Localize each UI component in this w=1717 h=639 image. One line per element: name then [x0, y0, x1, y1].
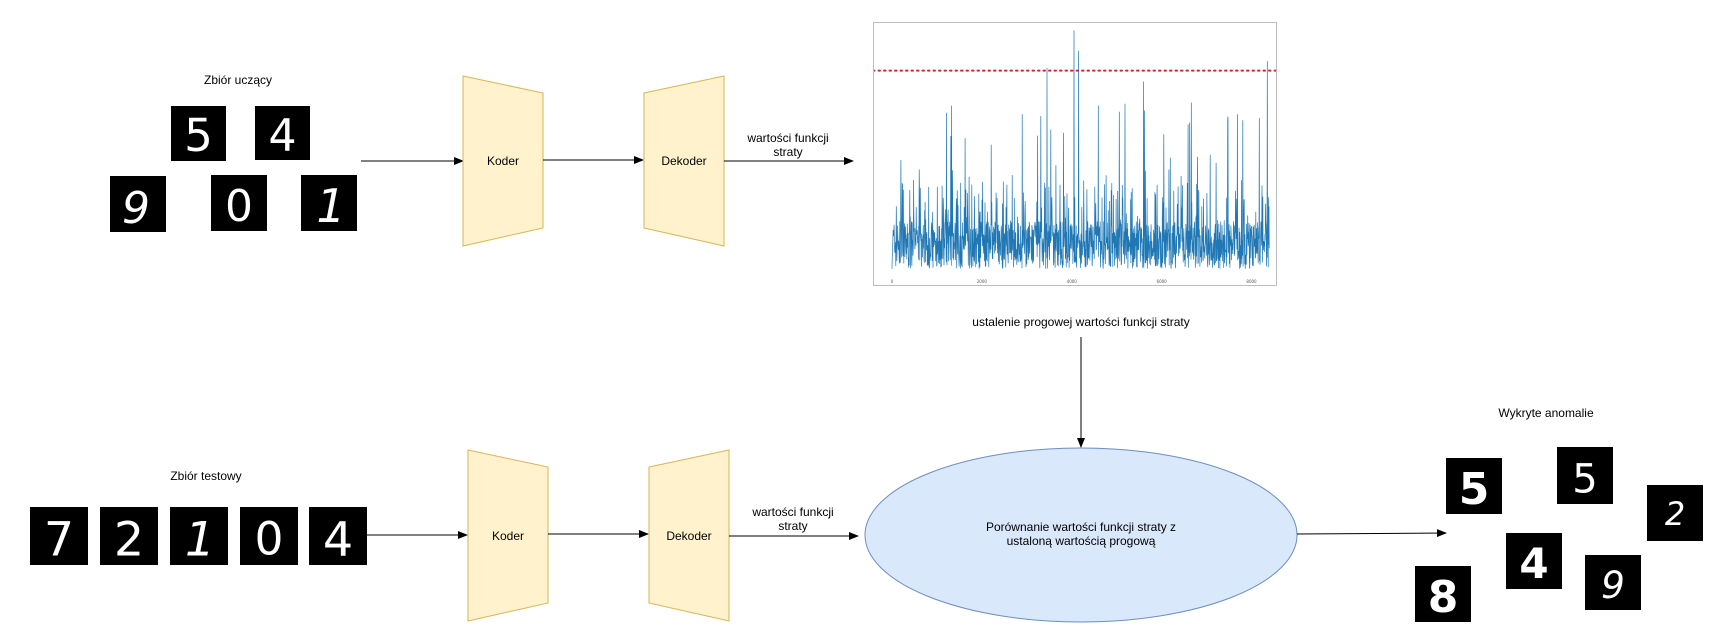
test-digit-image: 4: [309, 507, 367, 565]
anomalies-label: Wykryte anomalie: [1498, 406, 1594, 420]
test-digit-image: 0: [240, 507, 298, 565]
svg-text:5: 5: [184, 109, 213, 161]
encoder-label-top: Koder: [486, 154, 520, 168]
test-digit-image: 1: [170, 507, 228, 565]
train-digit-image: 0: [211, 175, 267, 231]
loss-series-line: [891, 30, 1270, 269]
svg-text:5: 5: [1459, 464, 1490, 514]
svg-text:1: 1: [185, 513, 215, 565]
x-tick-label: 8000: [1246, 279, 1257, 284]
svg-text:2: 2: [114, 513, 144, 565]
svg-text:0: 0: [255, 513, 284, 565]
x-tick-label: 2000: [977, 279, 988, 284]
test-digit-image: 2: [100, 507, 158, 565]
decoder-block-top: [643, 75, 725, 247]
svg-text:9: 9: [1601, 563, 1625, 607]
threshold-label: ustalenie progowej wartości funkcji stra…: [972, 315, 1190, 329]
comparison-label: Porównanie wartości funkcji straty z ust…: [985, 520, 1177, 548]
loss-chart-plot: 0.0000.0050.0100.0150.0200.0250.0300.035…: [855, 30, 1283, 284]
svg-text:8: 8: [1428, 572, 1459, 622]
decoder-block-bottom: [648, 449, 730, 622]
encoder-block-top: [462, 75, 544, 247]
anomaly-digit-image: 5: [1557, 447, 1613, 504]
test-set-label: Zbiór testowy: [170, 469, 242, 483]
loss-values-label-top: wartości funkcji straty: [747, 131, 829, 159]
x-tick-label: 4000: [1067, 279, 1078, 284]
anomaly-digit-image: 9: [1585, 555, 1641, 610]
svg-text:1: 1: [316, 179, 345, 231]
svg-text:2: 2: [1665, 495, 1685, 533]
decoder-label-bottom: Dekoder: [666, 529, 712, 543]
anomaly-digit-image: 5: [1446, 458, 1502, 514]
anomaly-digit-image: 2: [1647, 485, 1703, 541]
train-digit-image: 5: [171, 106, 226, 161]
loss-values-label-bottom: wartości funkcji straty: [752, 505, 834, 533]
encoder-label-bottom: Koder: [491, 529, 525, 543]
svg-text:7: 7: [44, 513, 74, 565]
x-tick-label: 6000: [1157, 279, 1168, 284]
train-digit-image: 9: [110, 176, 166, 232]
decoder-label-top: Dekoder: [661, 154, 707, 168]
svg-text:4: 4: [1519, 539, 1548, 588]
loss-chart: 0.0000.0050.0100.0150.0200.0250.0300.035…: [855, 22, 1283, 286]
encoder-block-bottom: [467, 449, 549, 622]
train-digit-image: 1: [301, 175, 357, 231]
svg-text:9: 9: [122, 183, 150, 232]
svg-text:5: 5: [1572, 457, 1597, 503]
svg-text:0: 0: [225, 181, 253, 231]
train-set-label: Zbiór uczący: [203, 73, 273, 87]
comparison-ellipse: [864, 447, 1298, 623]
train-digit-image: 4: [255, 106, 310, 160]
x-tick-label: 0: [891, 279, 894, 284]
arrow-comparison-to-anomalies: [1296, 529, 1447, 538]
svg-text:4: 4: [268, 110, 296, 160]
svg-text:4: 4: [323, 513, 353, 565]
anomaly-digit-image: 4: [1506, 533, 1562, 589]
anomaly-digit-image: 8: [1415, 566, 1471, 622]
test-digit-image: 7: [30, 507, 88, 565]
